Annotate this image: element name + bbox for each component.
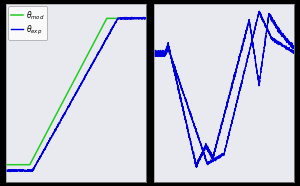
- $\theta_{mod}$: [66, 92, 69, 94]
- $\theta_{mod}$: [19, 164, 22, 166]
- $\theta_{mod}$: [113, 17, 117, 20]
- Line: $\theta_{exp}$: $\theta_{exp}$: [6, 17, 146, 171]
- $\theta_{exp}$: [100, 45, 104, 47]
- $\theta_{mod}$: [4, 164, 8, 166]
- $\theta_{exp}$: [116, 18, 119, 20]
- $\theta_{mod}$: [144, 17, 148, 20]
- $\theta_{exp}$: [130, 16, 134, 18]
- $\theta_{mod}$: [116, 17, 119, 20]
- Legend: $\theta_{mod}$, $\theta_{exp}$: $\theta_{mod}$, $\theta_{exp}$: [8, 6, 47, 40]
- $\theta_{mod}$: [61, 101, 64, 103]
- $\theta_{exp}$: [61, 116, 64, 119]
- $\theta_{exp}$: [19, 170, 22, 172]
- $\theta_{exp}$: [144, 17, 148, 20]
- $\theta_{exp}$: [4, 169, 8, 171]
- Line: $\theta_{mod}$: $\theta_{mod}$: [6, 18, 146, 165]
- $\theta_{mod}$: [100, 26, 104, 28]
- $\theta_{mod}$: [105, 17, 109, 20]
- $\theta_{exp}$: [66, 106, 70, 109]
- $\theta_{exp}$: [113, 22, 117, 24]
- $\theta_{exp}$: [8, 170, 12, 173]
